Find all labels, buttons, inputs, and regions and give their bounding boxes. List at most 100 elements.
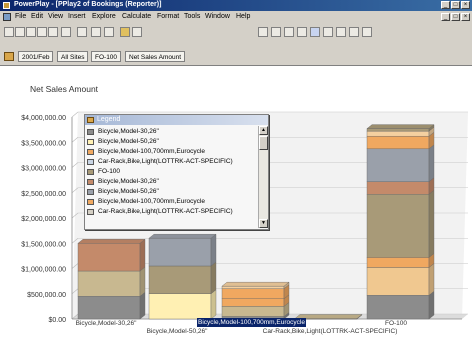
swap-rows-columns-icon[interactable] bbox=[120, 27, 130, 37]
bar-top bbox=[294, 314, 363, 319]
legend-item-label: Bicycle,Model-30,26" bbox=[98, 128, 159, 135]
legend-title-bar[interactable]: Legend bbox=[85, 115, 268, 125]
bar-segment[interactable] bbox=[221, 306, 285, 317]
gridline-connector bbox=[71, 162, 79, 168]
legend-item[interactable]: Car-Rack,Bike,Light(LOTTRK-ACT-SPECIFIC) bbox=[85, 157, 258, 167]
menu-format[interactable]: Format bbox=[157, 13, 180, 20]
print-preview-icon[interactable] bbox=[48, 27, 58, 37]
legend-item-label: Bicycle,Model-100,700mm,Eurocycle bbox=[98, 148, 205, 155]
bar-segment[interactable] bbox=[148, 237, 212, 267]
indented-crosstab-icon[interactable] bbox=[271, 27, 281, 37]
bar-segment[interactable] bbox=[366, 148, 430, 182]
legend-item[interactable]: Bicycle,Model-30,26" bbox=[85, 127, 258, 137]
legend-item[interactable]: Bicycle,Model-30,26" bbox=[85, 177, 258, 187]
line-chart-icon[interactable] bbox=[336, 27, 346, 37]
find-icon[interactable] bbox=[132, 27, 142, 37]
print-icon[interactable] bbox=[37, 27, 47, 37]
legend-title: Legend bbox=[97, 116, 121, 123]
clustered-bar-icon[interactable] bbox=[323, 27, 333, 37]
stacked-bar-icon[interactable] bbox=[310, 27, 320, 37]
gridline-connector bbox=[71, 313, 79, 320]
paste-icon[interactable] bbox=[104, 27, 114, 37]
bar-segment[interactable] bbox=[221, 288, 285, 299]
menu-bar: File Edit View Insert Explore Calculate … bbox=[0, 11, 472, 23]
legend-item[interactable]: Bicycle,Model-50,26" bbox=[85, 187, 258, 197]
bar-segment[interactable] bbox=[148, 293, 212, 320]
bar-segment-side bbox=[139, 291, 146, 320]
legend-swatch bbox=[87, 209, 94, 215]
bar-segment[interactable] bbox=[366, 128, 430, 132]
menu-explore[interactable]: Explore bbox=[92, 13, 116, 20]
legend-item[interactable]: Bicycle,Model-100,700mm,Eurocycle bbox=[85, 147, 258, 157]
bar-segment[interactable] bbox=[148, 265, 212, 294]
new-icon[interactable] bbox=[4, 27, 14, 37]
bar-segment[interactable] bbox=[366, 267, 430, 296]
bar-segment[interactable] bbox=[366, 257, 430, 268]
menu-insert[interactable]: Insert bbox=[68, 13, 86, 20]
dimension-line: 2001/Feb All Sites FO-100 Net Sales Amou… bbox=[0, 49, 472, 66]
menu-edit[interactable]: Edit bbox=[31, 13, 44, 20]
bar-segment[interactable] bbox=[366, 130, 430, 137]
3d-bar-icon[interactable] bbox=[362, 27, 372, 37]
document-window-controls: _ □ × bbox=[441, 13, 470, 21]
dimension-time[interactable]: 2001/Feb bbox=[18, 51, 54, 62]
dimension-viewer-icon[interactable] bbox=[4, 52, 14, 61]
minimize-button[interactable]: _ bbox=[441, 1, 450, 9]
menu-file[interactable]: File bbox=[15, 13, 27, 20]
gridline-connector bbox=[71, 187, 79, 193]
bar-segment[interactable] bbox=[77, 270, 141, 297]
bar-segment[interactable] bbox=[366, 135, 430, 150]
doc-close-button[interactable]: × bbox=[461, 13, 470, 21]
legend-icon bbox=[87, 117, 94, 123]
legend-panel[interactable]: Legend Bicycle,Model-30,26" Bicycle,Model… bbox=[84, 114, 269, 230]
document-icon[interactable] bbox=[3, 13, 11, 21]
bar-segment[interactable] bbox=[77, 296, 141, 320]
legend-item-label: Car-Rack,Bike,Light(LOTTRK-ACT-SPECIFIC) bbox=[98, 158, 233, 165]
cut-icon[interactable] bbox=[77, 27, 87, 37]
scroll-down-arrow-icon[interactable]: ▼ bbox=[259, 219, 268, 228]
gridline-connector bbox=[71, 288, 79, 294]
menu-help[interactable]: Help bbox=[236, 13, 251, 20]
doc-minimize-button[interactable]: _ bbox=[441, 13, 450, 21]
title-bar: PowerPlay - [PPlay2 of Bookings (Reporte… bbox=[0, 0, 472, 11]
save-icon[interactable] bbox=[26, 27, 36, 37]
bar-chart-icon[interactable] bbox=[297, 27, 307, 37]
gridline-connector bbox=[71, 238, 79, 244]
legend-item-label: Car-Rack,Bike,Light(LOTTRK-ACT-SPECIFIC) bbox=[98, 208, 233, 215]
area-chart-icon[interactable] bbox=[349, 27, 359, 37]
bar-segment[interactable] bbox=[77, 243, 141, 272]
bar-segment-side bbox=[428, 263, 435, 296]
maximize-button[interactable]: □ bbox=[451, 1, 460, 9]
menu-view[interactable]: View bbox=[48, 13, 64, 20]
close-button[interactable]: × bbox=[461, 1, 470, 9]
legend-item[interactable]: Bicycle,Model-100,700mm,Eurocycle bbox=[85, 197, 258, 207]
bar-segment[interactable] bbox=[221, 298, 285, 307]
menu-tools[interactable]: Tools bbox=[184, 13, 201, 20]
scroll-up-arrow-icon[interactable]: ▲ bbox=[259, 126, 268, 135]
bar-segment[interactable] bbox=[366, 181, 430, 195]
copy-icon[interactable] bbox=[91, 27, 101, 37]
bar-segment[interactable] bbox=[366, 194, 430, 258]
open-icon[interactable] bbox=[15, 27, 25, 37]
undo-icon[interactable] bbox=[61, 27, 71, 37]
standard-toolbar bbox=[0, 23, 472, 50]
dimension-measure[interactable]: Net Sales Amount bbox=[125, 51, 186, 62]
scroll-thumb[interactable] bbox=[259, 136, 268, 150]
menu-window[interactable]: Window bbox=[205, 13, 230, 20]
dimension-product[interactable]: FO-100 bbox=[91, 51, 122, 62]
legend-scrollbar[interactable]: ▲ ▼ bbox=[258, 126, 268, 228]
crosstab-icon[interactable] bbox=[258, 27, 268, 37]
legend-item[interactable]: Bicycle,Model-50,26" bbox=[85, 137, 258, 147]
pie-chart-icon[interactable] bbox=[284, 27, 294, 37]
powerplay-app-icon[interactable] bbox=[3, 2, 10, 9]
menu-calculate[interactable]: Calculate bbox=[122, 13, 152, 20]
dimension-sites[interactable]: All Sites bbox=[57, 51, 89, 62]
window-title: PowerPlay - [PPlay2 of Bookings (Reporte… bbox=[14, 1, 162, 8]
bar-segment[interactable] bbox=[221, 285, 285, 289]
bar-segment[interactable] bbox=[366, 295, 430, 320]
legend-item[interactable]: Car-Rack,Bike,Light(LOTTRK-ACT-SPECIFIC) bbox=[85, 207, 258, 217]
legend-item[interactable]: FO-100 bbox=[85, 167, 258, 177]
chart-area: Net Sales Amount $0.00 $500,000.00 $1,000,0… bbox=[0, 66, 472, 350]
doc-restore-button[interactable]: □ bbox=[451, 13, 460, 21]
x-tick-label: Bicycle,Model-50,26" bbox=[147, 328, 209, 335]
